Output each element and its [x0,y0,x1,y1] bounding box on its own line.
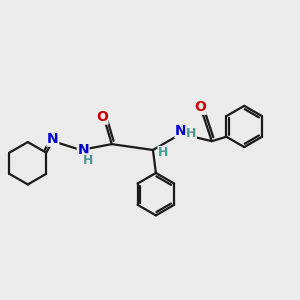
Text: H: H [186,127,196,140]
Text: N: N [47,132,58,146]
Text: N: N [175,124,187,138]
Text: H: H [158,146,168,159]
Text: O: O [96,110,108,124]
Text: O: O [194,100,206,114]
Text: N: N [77,143,89,157]
Text: H: H [83,154,93,167]
